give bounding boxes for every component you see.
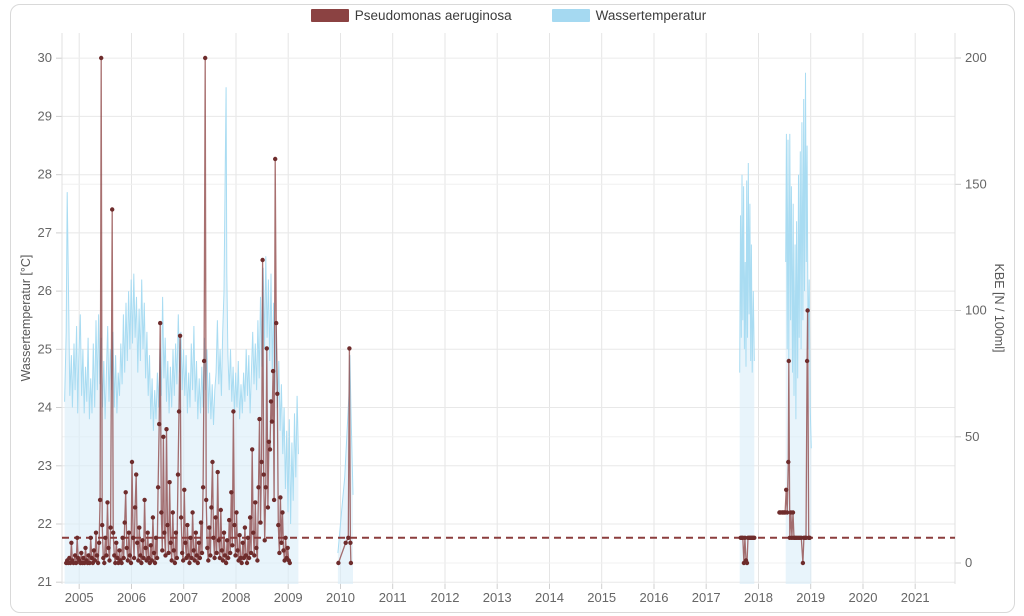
- svg-text:24: 24: [38, 400, 52, 415]
- svg-text:28: 28: [38, 167, 52, 182]
- svg-text:2014: 2014: [535, 590, 564, 605]
- legend-label-pseudomonas: Pseudomonas aeruginosa: [354, 8, 512, 23]
- svg-text:2016: 2016: [640, 590, 669, 605]
- svg-text:2012: 2012: [431, 590, 460, 605]
- svg-text:2019: 2019: [796, 590, 825, 605]
- svg-text:2017: 2017: [692, 590, 721, 605]
- svg-text:30: 30: [38, 50, 52, 65]
- svg-text:2013: 2013: [483, 590, 512, 605]
- right-axis-title: KBE [N / 100ml]: [992, 263, 1006, 353]
- svg-text:50: 50: [965, 429, 979, 444]
- svg-text:2007: 2007: [169, 590, 198, 605]
- wassertemperatur-swatch-icon: [551, 9, 590, 22]
- svg-text:2010: 2010: [326, 590, 355, 605]
- pseudomonas-swatch-icon: [310, 9, 349, 22]
- svg-text:2021: 2021: [901, 590, 930, 605]
- svg-text:22: 22: [38, 516, 52, 531]
- legend-item-pseudomonas[interactable]: Pseudomonas aeruginosa: [310, 8, 512, 23]
- svg-text:2015: 2015: [587, 590, 616, 605]
- svg-text:2005: 2005: [65, 590, 94, 605]
- svg-text:100: 100: [965, 303, 987, 318]
- svg-text:29: 29: [38, 108, 52, 123]
- wassertemperatur-series: [64, 72, 812, 585]
- svg-text:27: 27: [38, 225, 52, 240]
- svg-text:26: 26: [38, 283, 52, 298]
- left-axis-title: Wassertemperatur [°C]: [19, 254, 33, 382]
- legend-label-wassertemperatur: Wassertemperatur: [595, 8, 707, 23]
- svg-text:25: 25: [38, 341, 52, 356]
- pseudomonas-series: [63, 55, 812, 566]
- svg-text:0: 0: [965, 555, 972, 570]
- svg-text:2020: 2020: [849, 590, 878, 605]
- svg-text:200: 200: [965, 50, 987, 65]
- svg-text:2008: 2008: [222, 590, 251, 605]
- svg-text:23: 23: [38, 458, 52, 473]
- svg-text:21: 21: [38, 574, 52, 589]
- legend-item-wassertemperatur[interactable]: Wassertemperatur: [551, 8, 707, 23]
- svg-text:2011: 2011: [379, 590, 407, 605]
- svg-text:2006: 2006: [117, 590, 146, 605]
- svg-text:150: 150: [965, 176, 987, 191]
- svg-text:2018: 2018: [744, 590, 773, 605]
- chart-legend: Pseudomonas aeruginosa Wassertemperatur: [62, 8, 955, 23]
- svg-text:2009: 2009: [274, 590, 303, 605]
